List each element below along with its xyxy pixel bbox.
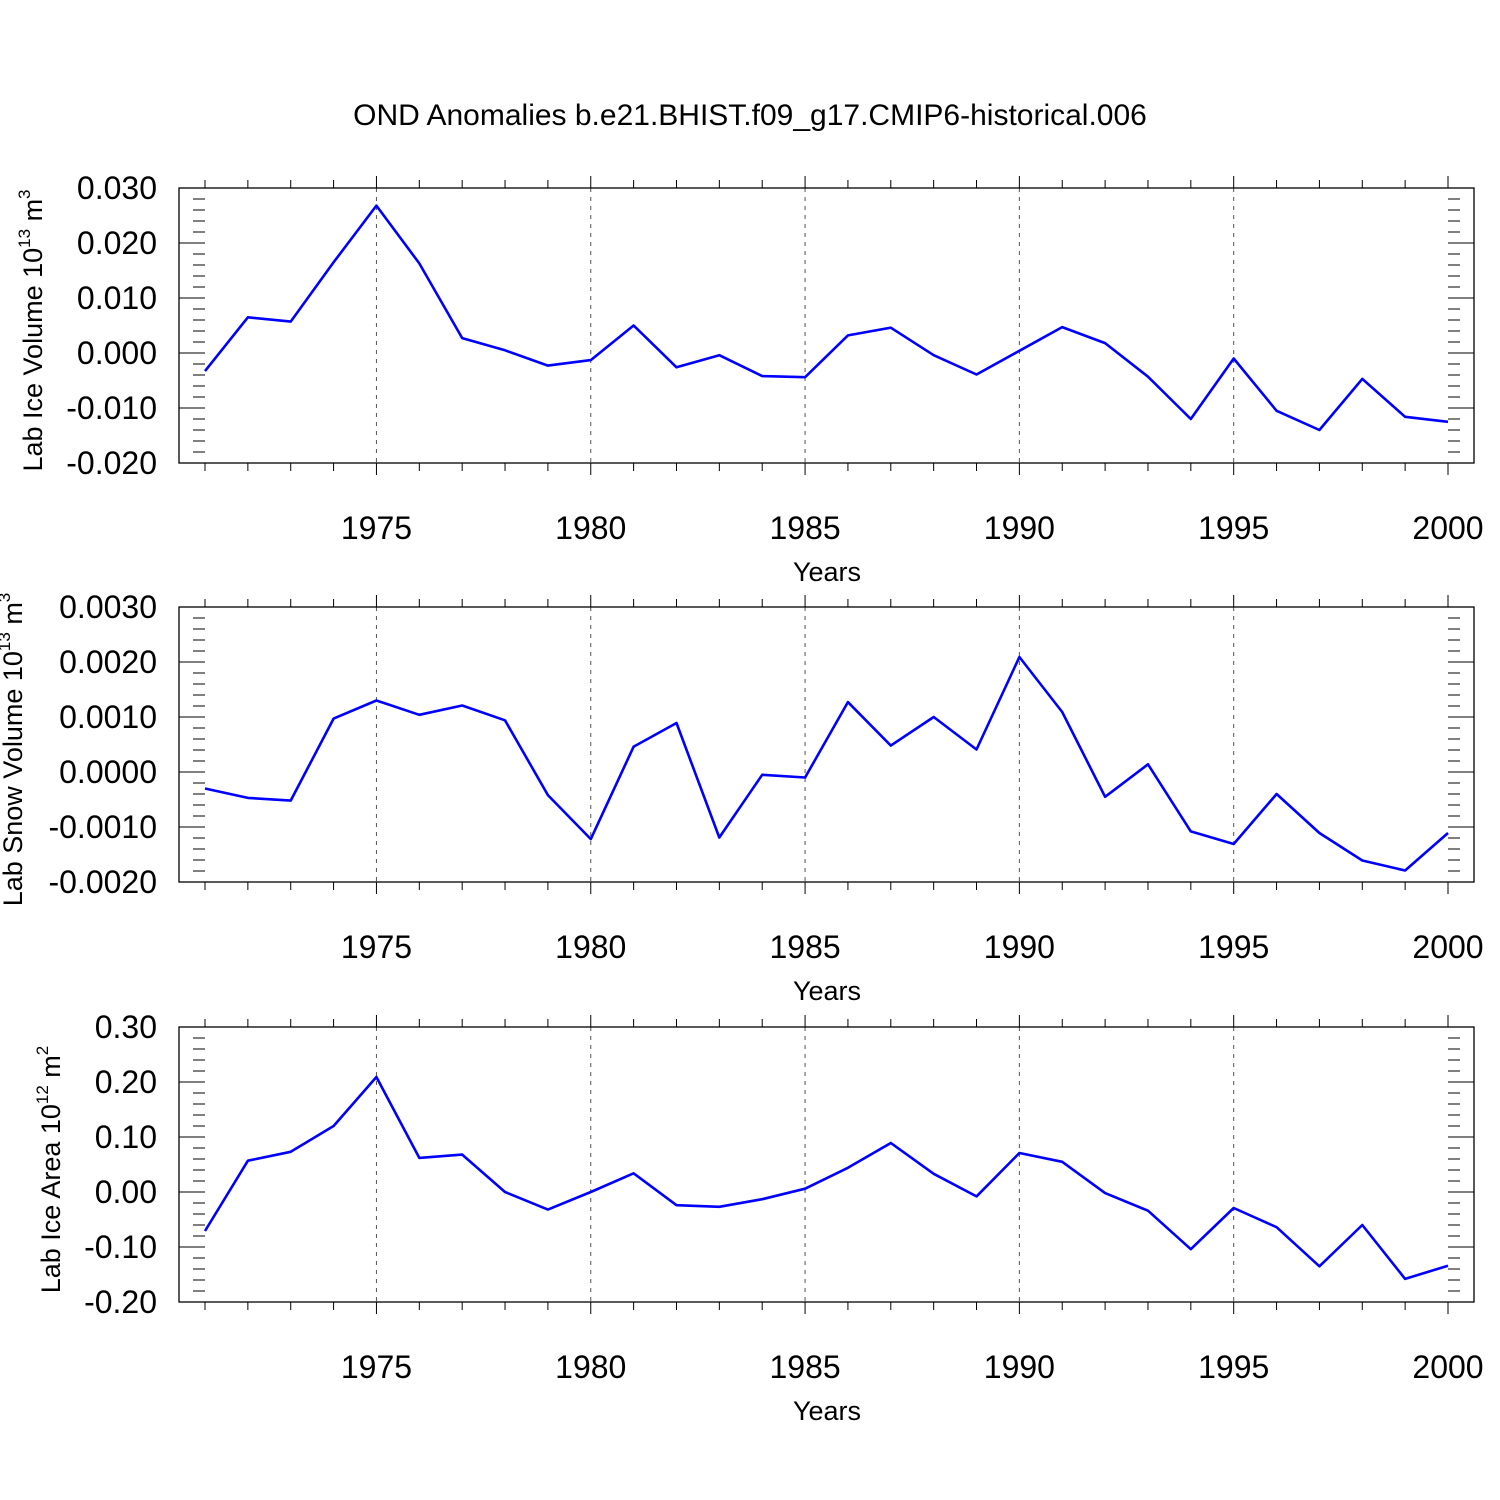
x-axis-title: Years [793,1396,861,1426]
series-line [203,1075,1449,1281]
x-tick-label: 2000 [1412,510,1483,546]
page-title: OND Anomalies b.e21.BHIST.f09_g17.CMIP6-… [353,99,1147,132]
y-tick-label: -0.020 [66,445,157,481]
x-tick-label: 2000 [1412,929,1483,965]
x-tick-label: 1975 [341,1349,412,1385]
y-tick-label: -0.10 [84,1229,157,1265]
y-axis-title: Lab Ice Area 1012 m2 [33,1046,66,1294]
x-axis-title: Years [793,557,861,587]
panel-snow-volume: -0.0020 -0.0010 0.0000 0.0010 0.0020 0.0030 1… [0,589,1484,1006]
y-tick-label: 0.0030 [59,589,157,625]
x-tick-label: 1995 [1198,510,1269,546]
plot-frame [178,606,1475,883]
y-axis-title: Lab Ice Volume 1013 m3 [15,189,48,471]
x-tick-label: 1995 [1198,929,1269,965]
x-axis-title: Years [793,976,861,1006]
x-tick-label: 1980 [555,1349,626,1385]
x-tick-label: 1985 [769,1349,840,1385]
panel-ice-volume: -0.020 -0.010 0.000 0.010 0.020 0.030 1975 198… [15,170,1484,587]
y-tick-label: 0.010 [77,280,157,316]
y-tick-label: 0.30 [95,1009,157,1045]
x-tick-label: 1985 [769,510,840,546]
y-tick-label: 0.0020 [59,644,157,680]
y-axis-title: Lab Snow Volume 1013 m3 [0,593,28,907]
x-tick-label: 1995 [1198,1349,1269,1385]
plot-frame [178,1026,1475,1303]
y-tick-label: 0.030 [77,170,157,206]
y-tick-label: 0.10 [95,1119,157,1155]
y-tick-label: 0.000 [77,335,157,371]
series-line [203,204,1449,432]
x-tick-label: 1975 [341,929,412,965]
y-tick-label: -0.20 [84,1284,157,1320]
x-tick-label: 1980 [555,929,626,965]
x-tick-label: 1990 [984,1349,1055,1385]
x-tick-label: 1975 [341,510,412,546]
x-tick-label: 1985 [769,929,840,965]
plot-frame [178,187,1475,464]
y-tick-label: -0.0010 [48,809,157,845]
x-tick-label: 1990 [984,510,1055,546]
y-tick-label: 0.00 [95,1174,157,1210]
x-tick-label: 2000 [1412,1349,1483,1385]
y-tick-label: 0.020 [77,225,157,261]
x-tick-label: 1980 [555,510,626,546]
y-tick-label: -0.0020 [48,864,157,900]
x-tick-label: 1990 [984,929,1055,965]
y-tick-label: -0.010 [66,390,157,426]
y-tick-label: 0.0000 [59,754,157,790]
panel-ice-area: -0.20 -0.10 0.00 0.10 0.20 0.30 1975 1980 1985 1… [33,1009,1484,1426]
y-tick-label: 0.20 [95,1064,157,1100]
y-tick-label: 0.0010 [59,699,157,735]
series-line [204,655,1449,872]
